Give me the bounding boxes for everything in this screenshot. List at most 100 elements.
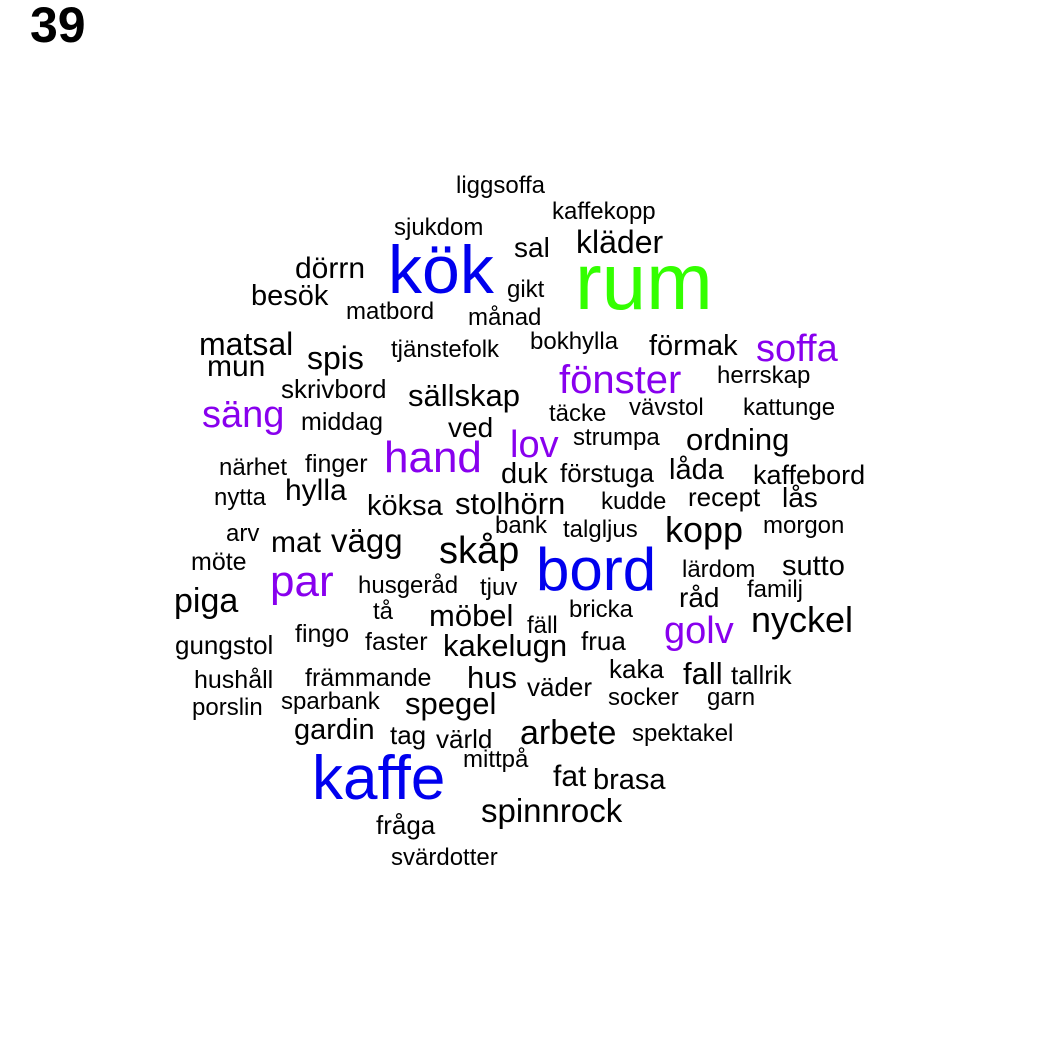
word-talgljus: talgljus — [563, 516, 638, 543]
word-bord: bord — [536, 536, 657, 603]
word-liggsoffa: liggsoffa — [456, 172, 545, 199]
word-kaffe: kaffe — [312, 744, 446, 813]
word-fall-2: fäll — [527, 612, 558, 639]
word-spegel: spegel — [405, 686, 497, 721]
word-lov: lov — [510, 424, 559, 466]
word-sang: säng — [202, 394, 285, 436]
word-fat: fat — [553, 760, 587, 793]
word-sparbank: sparbank — [281, 688, 380, 715]
word-spis: spis — [307, 340, 364, 376]
word-frammande: främmande — [305, 664, 432, 692]
word-arv: arv — [226, 520, 260, 547]
word-soffa: soffa — [756, 328, 838, 370]
word-vagg: vägg — [331, 522, 403, 559]
word-faster: faster — [365, 628, 428, 656]
word-kok: kök — [388, 232, 494, 308]
word-vavstol: vävstol — [629, 394, 704, 421]
word-fraga: fråga — [376, 810, 436, 840]
word-tacke: täcke — [549, 400, 607, 427]
word-spektakel: spektakel — [632, 720, 734, 747]
word-dorrn: dörrn — [295, 252, 366, 285]
word-frua: frua — [581, 626, 626, 656]
word-kaffebord: kaffebord — [753, 460, 866, 490]
word-lardom: lärdom — [682, 556, 756, 583]
word-bokhylla: bokhylla — [530, 328, 619, 355]
word-piga: piga — [174, 582, 239, 620]
word-sallskap: sällskap — [408, 378, 520, 413]
word-mat: mat — [271, 526, 322, 559]
word-kaka: kaka — [609, 654, 664, 684]
word-fonster: fönster — [559, 358, 682, 402]
word-koksa: köksa — [367, 490, 443, 522]
word-husgerad: husgeråd — [358, 572, 459, 599]
word-fall: fall — [683, 656, 723, 691]
word-mobel: möbel — [429, 598, 514, 633]
word-hand: hand — [384, 433, 482, 482]
word-garn: garn — [707, 684, 756, 711]
word-duk: duk — [501, 458, 548, 490]
word-formak: förmak — [649, 330, 738, 362]
word-socker: socker — [608, 684, 679, 711]
word-vader: väder — [527, 672, 593, 702]
word-nytta: nytta — [214, 484, 267, 511]
word-bank: bank — [495, 512, 548, 539]
word-nyckel: nyckel — [751, 599, 854, 640]
word-rad: råd — [679, 582, 720, 613]
word-ta: tå — [373, 598, 394, 625]
word-matsal: matsal — [199, 326, 294, 362]
word-lada: låda — [669, 454, 724, 486]
word-strumpa: strumpa — [573, 424, 660, 451]
word-recept: recept — [688, 482, 761, 512]
word-herrskap: herrskap — [717, 362, 811, 389]
word-rum: rum — [575, 237, 713, 326]
word-middag: middag — [301, 408, 383, 436]
word-tallrik: tallrik — [731, 660, 792, 690]
word-mun: mun — [207, 350, 266, 383]
word-golv: golv — [664, 610, 734, 652]
word-finger: finger — [305, 450, 368, 478]
word-mote: möte — [191, 548, 247, 576]
word-kopp: kopp — [665, 509, 744, 550]
word-porslin: porslin — [192, 694, 263, 721]
word-tjanstefolk: tjänstefolk — [391, 336, 500, 363]
word-brasa: brasa — [593, 764, 666, 796]
word-sutto: sutto — [782, 550, 845, 582]
word-gikt: gikt — [507, 276, 545, 303]
word-sal: sal — [514, 232, 550, 263]
word-fingo: fingo — [295, 620, 350, 648]
word-mittpa: mittpå — [463, 746, 529, 773]
word-varld: värld — [436, 724, 493, 754]
word-stolhorn: stolhörn — [455, 486, 566, 521]
word-arbete: arbete — [520, 714, 617, 752]
word-manad: månad — [468, 304, 542, 331]
word-gungstol: gungstol — [175, 630, 274, 660]
page-number: 39 — [30, 0, 86, 53]
word-kakelugn: kakelugn — [443, 628, 568, 663]
word-besok: besök — [251, 280, 329, 312]
word-narhet: närhet — [219, 454, 288, 481]
word-skap: skåp — [439, 530, 520, 572]
word-morgon: morgon — [763, 512, 845, 539]
word-forstuga: förstuga — [560, 458, 654, 488]
word-gardin: gardin — [294, 714, 375, 746]
word-kaffekopp: kaffekopp — [552, 198, 656, 225]
word-par: par — [270, 557, 334, 606]
word-klader: kläder — [576, 224, 664, 260]
word-tjuv: tjuv — [480, 574, 518, 601]
word-svardotter: svärdotter — [391, 844, 498, 871]
word-spinnrock: spinnrock — [481, 792, 623, 829]
word-bricka: bricka — [569, 596, 634, 623]
word-tag: tag — [390, 720, 427, 750]
word-kudde: kudde — [601, 488, 667, 515]
word-hylla: hylla — [285, 474, 347, 507]
word-ved: ved — [448, 412, 494, 443]
word-hus: hus — [467, 660, 517, 695]
word-familj: familj — [747, 576, 804, 603]
word-kattunge: kattunge — [743, 394, 836, 421]
word-skrivbord: skrivbord — [281, 374, 387, 404]
word-ordning: ordning — [686, 422, 790, 457]
word-las: lås — [782, 482, 818, 513]
word-sjukdom: sjukdom — [394, 214, 484, 241]
word-hushall: hushåll — [194, 666, 274, 694]
